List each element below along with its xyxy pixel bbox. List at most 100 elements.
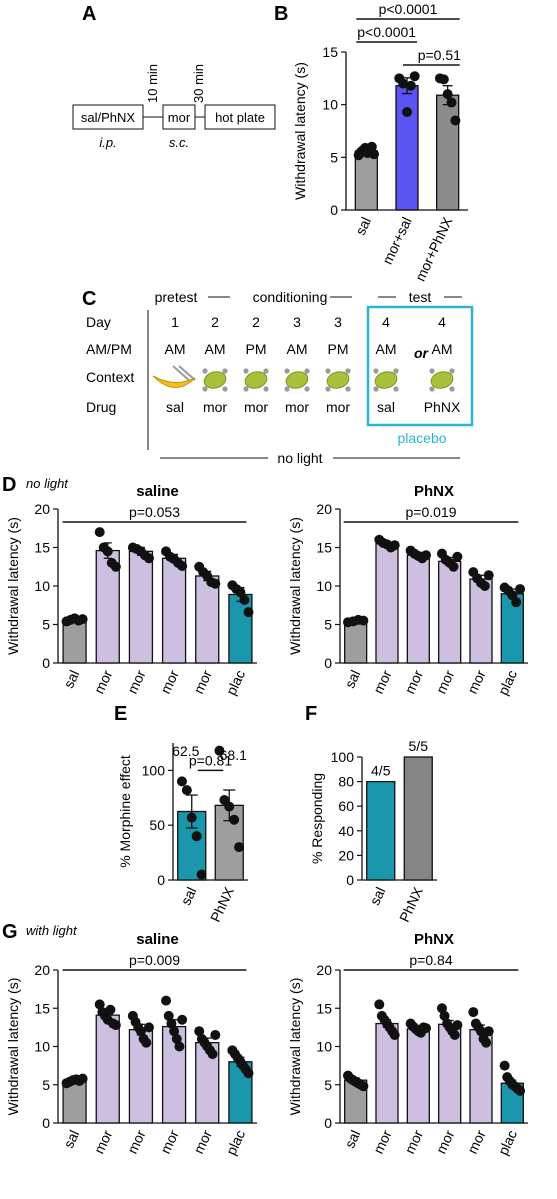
- schedule-header-pretest: pretest: [155, 289, 198, 305]
- significance-label: p=0.019: [406, 504, 457, 520]
- schedule-row-label-context: Context: [86, 369, 134, 385]
- data-point: [438, 74, 449, 85]
- x-tick-label: mor: [464, 1127, 489, 1156]
- data-point: [186, 812, 197, 823]
- test-box: [366, 305, 474, 427]
- data-point: [358, 1081, 369, 1092]
- bar: [161, 557, 187, 664]
- data-point: [210, 1030, 221, 1041]
- chart-title: PhNX: [414, 483, 454, 500]
- x-tick-label: sal: [60, 1128, 82, 1151]
- x-tick-label: mor: [401, 667, 426, 696]
- context-dot-icon: [222, 386, 228, 392]
- data-point: [176, 776, 187, 787]
- context-dot-icon: [263, 386, 269, 392]
- data-point: [143, 1022, 154, 1033]
- significance-label: p<0.0001: [357, 24, 416, 40]
- data-label: 4/5: [371, 763, 391, 779]
- y-tick-label: 0: [324, 1115, 332, 1131]
- panel-label-g: G: [2, 921, 18, 943]
- bar: [403, 756, 433, 881]
- bar: [395, 85, 419, 211]
- context-dot-icon: [449, 368, 455, 374]
- context-dot-icon: [222, 368, 228, 374]
- x-tick-label: mor+PhNX: [412, 214, 456, 284]
- y-tick-label: 100: [331, 749, 355, 765]
- y-tick-label: 5: [42, 1077, 50, 1093]
- context-dot-icon: [202, 368, 208, 374]
- y-tick-label: 10: [34, 578, 50, 594]
- x-tick-label: mor: [91, 667, 116, 696]
- schedule-header-conditioning: conditioning: [253, 289, 328, 305]
- y-tick-label: 10: [322, 97, 338, 113]
- context-dot-icon: [429, 368, 435, 374]
- data-point: [105, 1004, 116, 1015]
- protocol-gap-30min: 30 min: [191, 64, 206, 103]
- x-tick-label: mor: [124, 667, 149, 696]
- bar: [406, 554, 430, 664]
- data-point: [483, 570, 494, 581]
- y-tick-label: 0: [324, 655, 332, 671]
- chart-panel-e: 0 50 100 % Morphine effect 62.5 sal 68.1 PhNX p=…: [117, 743, 248, 924]
- bar: [469, 578, 493, 664]
- data-point: [174, 1041, 185, 1052]
- y-tick-label: 80: [338, 774, 354, 790]
- data-point: [468, 1007, 479, 1018]
- schedule-row-label-ampm: AM/PM: [86, 341, 132, 357]
- y-tick-label: 5: [42, 617, 50, 633]
- schedule-drug-5: sal: [377, 399, 395, 415]
- chart-title: PhNX: [414, 931, 454, 948]
- bar: [195, 575, 220, 664]
- data-point: [234, 842, 245, 853]
- schedule-day-3: 3: [293, 314, 301, 330]
- context-dot-icon: [345, 368, 351, 374]
- context-bar-icon: [178, 365, 196, 381]
- data-point: [409, 71, 420, 82]
- y-tick-label: 40: [338, 823, 354, 839]
- schedule-ampm-0: AM: [165, 341, 186, 357]
- schedule-drug-4: mor: [326, 399, 350, 415]
- y-tick-label: 0: [42, 1115, 50, 1131]
- data-point: [229, 814, 240, 825]
- lime-icon: [244, 371, 268, 389]
- y-tick-label: 60: [338, 798, 354, 814]
- y-tick-label: 100: [142, 762, 166, 778]
- schedule-day-0: 1: [171, 314, 179, 330]
- panel-g-sublabel: with light: [26, 923, 78, 938]
- x-tick-label: mor: [190, 1127, 215, 1156]
- schedule-day-1: 2: [211, 314, 219, 330]
- panel-c-schedule: pretest conditioning test Day AM/PM Cont…: [86, 289, 474, 466]
- x-tick-label: mor: [157, 1127, 182, 1156]
- schedule-day-4: 3: [334, 314, 342, 330]
- x-tick-label: mor: [433, 667, 458, 696]
- data-point: [476, 1026, 486, 1037]
- y-tick-label: 10: [316, 578, 332, 594]
- schedule-ampm-1: AM: [205, 341, 226, 357]
- data-point: [163, 1010, 174, 1021]
- data-point: [169, 1026, 180, 1037]
- data-point: [171, 1033, 182, 1044]
- schedule-or-label: or: [414, 345, 430, 361]
- y-tick-label: 20: [34, 501, 50, 517]
- schedule-no-light-label: no light: [277, 450, 322, 466]
- context-dot-icon: [325, 368, 331, 374]
- panel-label-c: C: [82, 288, 96, 310]
- y-axis-label: Withdrawal latency (s): [287, 517, 303, 655]
- y-tick-label: 0: [42, 655, 50, 671]
- banana-icon: [152, 375, 196, 388]
- y-axis-label: Withdrawal latency (s): [5, 517, 21, 655]
- data-label: 68.1: [220, 747, 247, 763]
- significance-label: p=0.84: [409, 952, 452, 968]
- data-point: [452, 1020, 463, 1031]
- data-point: [214, 745, 225, 756]
- y-tick-label: 0: [330, 202, 338, 218]
- data-point: [181, 785, 192, 796]
- data-point: [77, 1073, 88, 1084]
- y-tick-label: 5: [324, 617, 332, 633]
- data-point: [450, 115, 461, 126]
- chart-panel-f: 0 20 40 60 80 100 % Responding 4/5 sal 5/5 PhNX: [309, 738, 437, 924]
- schedule-row-label-drug: Drug: [86, 399, 116, 415]
- significance-label: p=0.053: [129, 504, 180, 520]
- data-point: [141, 1037, 152, 1048]
- data-point: [102, 546, 113, 557]
